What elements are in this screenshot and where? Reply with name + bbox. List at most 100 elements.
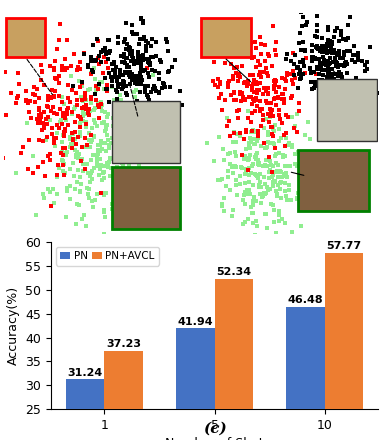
Point — [332, 70, 338, 77]
Point — [83, 96, 90, 103]
Point — [87, 179, 93, 186]
Point — [227, 150, 234, 157]
Point — [148, 89, 154, 96]
Point — [95, 38, 101, 45]
Point — [256, 86, 262, 93]
Point — [129, 28, 135, 35]
Point — [246, 172, 252, 179]
Point — [246, 155, 252, 162]
Point — [138, 79, 144, 86]
Point — [105, 37, 111, 44]
Point — [113, 87, 119, 94]
Point — [85, 109, 91, 116]
Point — [121, 157, 127, 164]
Point — [271, 95, 277, 102]
Point — [324, 79, 331, 86]
Point — [94, 156, 100, 163]
Point — [108, 139, 114, 147]
Point — [126, 69, 132, 76]
Point — [264, 128, 271, 136]
Point — [16, 81, 22, 88]
Point — [320, 42, 326, 49]
Point — [231, 129, 237, 136]
Point — [250, 71, 256, 78]
Point — [119, 193, 125, 200]
Point — [252, 97, 259, 104]
Point — [97, 142, 103, 149]
Point — [97, 165, 103, 172]
Point — [49, 87, 55, 94]
Point — [124, 61, 130, 68]
Point — [77, 123, 83, 130]
Point — [51, 139, 57, 146]
Point — [277, 116, 284, 123]
Point — [89, 168, 96, 175]
Point — [229, 164, 235, 171]
Point — [254, 81, 260, 88]
Point — [85, 109, 92, 116]
Point — [272, 77, 278, 84]
Point — [98, 79, 104, 86]
Point — [273, 167, 280, 174]
Point — [93, 97, 99, 104]
Point — [117, 69, 123, 76]
Point — [210, 77, 216, 84]
Point — [326, 77, 333, 84]
Point — [282, 75, 288, 82]
Point — [163, 36, 169, 43]
Point — [297, 75, 303, 82]
Point — [270, 113, 277, 120]
Point — [44, 153, 51, 160]
Point — [101, 230, 108, 237]
Text: 37.23: 37.23 — [106, 339, 141, 349]
Point — [332, 58, 338, 65]
Point — [25, 165, 31, 172]
Point — [247, 151, 254, 158]
Point — [303, 54, 309, 61]
Point — [126, 162, 132, 169]
Point — [124, 69, 130, 76]
Point — [250, 89, 257, 96]
Point — [308, 86, 315, 93]
Point — [262, 180, 269, 187]
Point — [135, 73, 141, 80]
Point — [325, 105, 331, 112]
Point — [98, 99, 105, 106]
Point — [254, 222, 261, 229]
Point — [84, 161, 90, 168]
Point — [105, 55, 111, 62]
Point — [161, 112, 167, 119]
Point — [113, 102, 119, 109]
Point — [76, 150, 82, 157]
Point — [48, 94, 54, 101]
Point — [77, 59, 83, 66]
Point — [138, 62, 145, 70]
Point — [245, 191, 251, 198]
Point — [298, 223, 304, 230]
FancyBboxPatch shape — [298, 150, 369, 211]
Point — [266, 186, 273, 193]
Point — [96, 81, 102, 88]
Point — [215, 75, 221, 82]
Point — [233, 163, 239, 170]
Point — [67, 99, 74, 106]
Point — [104, 114, 110, 121]
Point — [272, 153, 278, 160]
Point — [217, 79, 223, 86]
Point — [92, 57, 98, 64]
Point — [245, 157, 252, 164]
Point — [314, 22, 320, 29]
Point — [290, 49, 296, 56]
Point — [146, 74, 152, 81]
Point — [284, 197, 290, 204]
Point — [149, 72, 156, 79]
Point — [266, 52, 272, 59]
Point — [95, 101, 101, 108]
Point — [255, 130, 261, 137]
Point — [252, 141, 258, 148]
Point — [343, 60, 349, 67]
Point — [273, 51, 279, 59]
Point — [82, 90, 88, 97]
Point — [69, 160, 76, 167]
Point — [54, 75, 60, 82]
